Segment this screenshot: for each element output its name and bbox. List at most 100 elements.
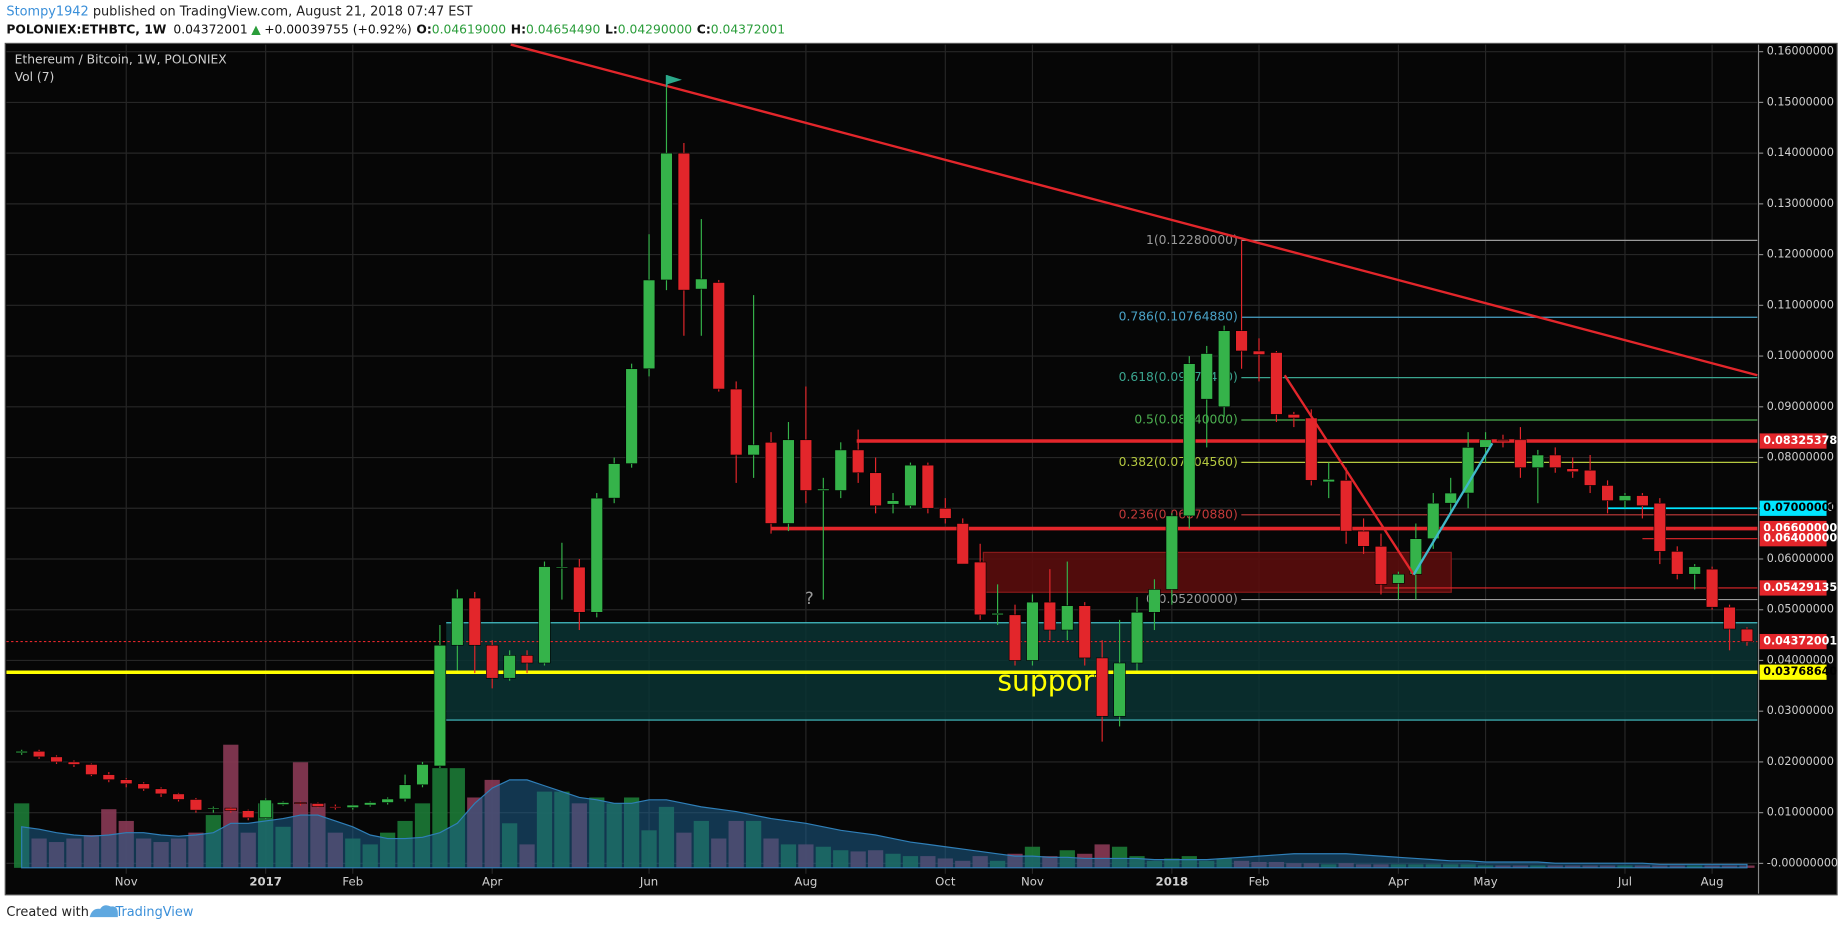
low-label: L: — [605, 22, 618, 36]
candle-body — [764, 442, 778, 524]
symbol: POLONIEX:ETHBTC, 1W — [6, 22, 166, 36]
x-tick-label: Oct — [935, 874, 956, 888]
price-tag — [1759, 500, 1827, 516]
candle-body — [625, 368, 638, 464]
candle-body — [381, 798, 394, 803]
candle-body — [799, 439, 813, 491]
candle-body — [590, 497, 603, 613]
candle-body — [974, 561, 987, 616]
close-value: 0.04372001 — [711, 22, 785, 36]
candle-body — [1322, 479, 1335, 483]
candle-body — [364, 802, 377, 806]
chart-background — [4, 42, 1838, 896]
candle-body — [538, 566, 551, 664]
candle-body — [1444, 492, 1457, 504]
change: +0.00039755 (+0.92%) — [264, 22, 412, 36]
logo — [89, 905, 118, 918]
y-tick-label: 0.14000000 — [1767, 146, 1834, 159]
support-annotation: support — [997, 665, 1105, 698]
question-annotation: ? — [805, 589, 814, 608]
last-price: 0.04372001 — [173, 22, 247, 36]
candle-body — [1008, 614, 1022, 661]
candle-body — [817, 488, 830, 491]
candle-body — [102, 774, 115, 780]
candle-body — [1566, 468, 1579, 473]
candle-body — [730, 388, 743, 456]
x-tick-label: Aug — [1701, 874, 1724, 888]
y-tick-label: 0.04000000 — [1767, 653, 1834, 666]
candle-body — [660, 152, 673, 281]
x-tick-label: 2017 — [249, 874, 282, 888]
candle-body — [1061, 605, 1074, 631]
price-tag-label: 0.06400000 — [1763, 532, 1837, 545]
high-label: H: — [511, 22, 526, 36]
candle-body — [1496, 439, 1510, 442]
author[interactable]: Stompy1942 — [6, 4, 88, 19]
candle-body — [886, 500, 900, 505]
candle-body — [1705, 568, 1719, 608]
y-tick-label: 0.05000000 — [1767, 603, 1834, 616]
candle-body — [1270, 352, 1283, 415]
candle-body — [259, 799, 272, 819]
x-tick-label: Jun — [639, 874, 658, 888]
trend-line — [510, 43, 1758, 377]
flag — [666, 75, 682, 85]
x-tick-label: Aug — [794, 874, 817, 888]
x-tick-label: Apr — [1388, 874, 1408, 888]
candle-body — [555, 566, 569, 569]
candle-body — [695, 278, 708, 290]
candle-body — [782, 439, 795, 524]
candle-body — [1374, 546, 1388, 585]
y-tick-label: 0.11000000 — [1767, 298, 1834, 311]
candle-body — [921, 464, 935, 509]
y-tick-label: 0.13000000 — [1767, 197, 1834, 210]
publish-info: published on TradingView.com, August 21,… — [89, 4, 473, 19]
high-value: 0.04654490 — [526, 22, 600, 36]
candle-body — [1723, 606, 1736, 630]
price-tag-label: 0.05429135 — [1763, 581, 1837, 594]
candle-body — [154, 788, 168, 795]
candle-body — [416, 764, 429, 786]
price-tag-label: 0.04372001 — [1763, 635, 1837, 648]
candle-body — [486, 644, 499, 679]
candle-body — [451, 597, 464, 646]
symbol-line: POLONIEX:ETHBTC, 1W 0.04372001 ▲ +0.0003975… — [6, 22, 785, 36]
close-label: C: — [697, 22, 711, 36]
candle-body — [1357, 530, 1370, 547]
candle-body — [433, 644, 447, 767]
candle-body — [1688, 566, 1701, 575]
price-tag-label: 0.03768640 — [1763, 665, 1837, 678]
candle-body — [939, 507, 952, 519]
candle-body — [346, 804, 359, 808]
candle-body — [120, 779, 133, 785]
y-tick-label: 0.08000000 — [1767, 451, 1834, 464]
footer-brand[interactable]: TradingView — [114, 905, 193, 920]
swing-line — [1283, 374, 1415, 576]
candle-body — [85, 764, 98, 775]
candle-body — [137, 783, 150, 790]
candle-body — [207, 807, 220, 810]
x-tick-label: Apr — [482, 874, 502, 888]
price-tag — [1759, 580, 1827, 596]
fib-label: 0.236(0.06870880) — [1119, 507, 1238, 521]
candle-body — [1148, 589, 1161, 613]
price-tag — [1759, 633, 1827, 650]
volume-ma — [21, 779, 1748, 869]
candle-body — [15, 750, 28, 754]
candle-body — [242, 810, 255, 819]
y-tick-label: 0.06000000 — [1767, 552, 1834, 565]
candle-body — [1514, 439, 1527, 468]
candle-body — [677, 152, 691, 291]
candle-body — [1183, 363, 1196, 517]
candle-body — [1461, 447, 1475, 494]
change-arrow: ▲ — [251, 22, 261, 36]
candle-body — [1078, 605, 1091, 659]
x-tick-label: Jul — [1617, 874, 1632, 888]
candle-body — [1095, 657, 1109, 717]
candle-body — [1392, 573, 1405, 584]
swing-line — [1412, 442, 1494, 576]
candle-body — [869, 472, 882, 507]
x-tick-label: 2018 — [1156, 874, 1189, 888]
